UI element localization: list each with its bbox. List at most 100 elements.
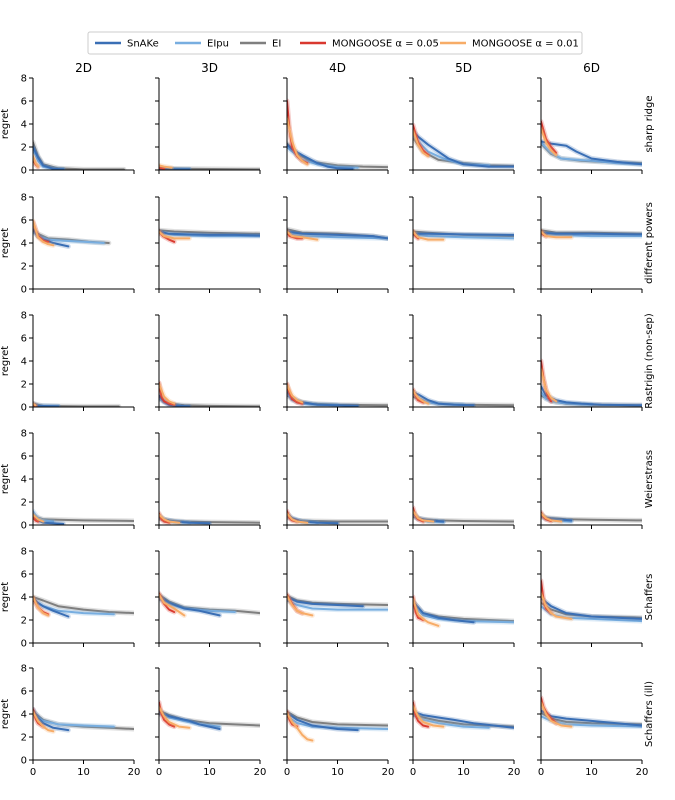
panel-2-2 [283,314,389,411]
series-line-snake [413,129,514,168]
row-title: Schaffers (ill) [644,681,655,747]
y-axis-label: regret [0,699,11,729]
series-line-m01 [413,129,430,158]
series-line-eipu [287,231,388,240]
series-line-snake [541,140,642,166]
panel-series [33,139,127,170]
series-line-m01 [33,155,39,168]
series-line-m01 [413,705,445,728]
y-tick-label: 2 [21,262,27,273]
panel-0-1 [155,77,261,174]
x-tick-label: 10 [331,767,344,778]
x-tick-label: 20 [128,767,141,778]
panel-series [287,98,388,170]
series-line-snake [33,146,65,170]
series-line-m01 [541,512,563,523]
series-line-snake [33,708,70,732]
panel-3-0: 0 2 4 6 8 [21,429,135,532]
y-tick-label: 0 [21,166,27,177]
series-line-eipu [541,715,642,728]
row-title: different powers [644,202,655,284]
y-tick-label: 6 [21,216,27,227]
series-line-snake [287,230,388,240]
panel-3-2 [283,432,389,529]
panel-4-4 [537,550,643,647]
series-line-snake [287,596,364,608]
x-tick-label: 20 [508,767,521,778]
panel-series [287,226,388,243]
y-axis-label: regret [0,228,11,258]
series-line-snake [541,385,642,407]
x-tick-label: 0 [284,767,290,778]
series-line-ei [33,402,120,407]
y-tick-label: 4 [21,710,27,721]
series-line-m01 [413,389,430,405]
panel-5-2: 0 10 20 [283,667,394,778]
series-line-m05 [541,120,558,154]
panel-series [33,401,122,407]
series-line-eipu [287,146,359,169]
legend-label-m05: MONGOOSE α = 0.05 [332,39,439,50]
y-tick-label: 0 [21,403,27,414]
series-line-m01 [287,512,309,524]
series-line-eipu [541,141,642,166]
series-line-m01 [541,230,573,239]
y-tick-label: 8 [21,664,27,675]
row-title: Schaffers [644,574,655,621]
y-axis-label: regret [0,109,11,139]
row-title: Rastrigin (non-sep) [644,313,655,409]
y-tick-label: 6 [21,570,27,581]
series-line-m01 [33,596,50,617]
panel-4-2 [283,550,389,647]
x-tick-label: 20 [254,767,267,778]
series-line-snake [159,230,260,237]
y-tick-label: 8 [21,193,27,204]
panel-4-3 [409,550,515,647]
panel-series [413,229,514,243]
panel-0-3 [409,77,515,174]
y-tick-label: 8 [21,547,27,558]
x-tick-label: 0 [156,767,162,778]
series-line-snake [413,600,475,624]
series-line-m01 [159,383,176,405]
series-line-eipu [413,604,514,624]
column-title: 5D [455,61,472,75]
panel-series [413,122,514,170]
series-line-m01 [287,711,314,742]
panel-series [541,119,642,167]
panel-series [159,380,260,407]
y-tick-label: 4 [21,593,27,604]
x-tick-label: 0 [538,767,544,778]
legend-label-m01: MONGOOSE α = 0.01 [472,39,579,50]
panel-1-0: 0 2 4 6 8 [21,193,135,296]
series-line-m05 [159,166,166,170]
y-tick-label: 0 [21,756,27,767]
series-line-eipu [413,233,514,240]
series-line-snake [33,597,70,618]
series-line-m01 [413,230,445,241]
series-line-ei [33,596,134,615]
y-tick-label: 2 [21,733,27,744]
panel-2-1 [155,314,261,411]
panel-series [33,706,134,734]
series-line-m01 [287,117,309,166]
panel-series [159,227,260,245]
series-line-m01 [33,710,55,733]
panel-series [287,508,388,525]
series-line-m01 [159,513,181,524]
panel-5-1: 0 10 20 [155,667,267,778]
panel-1-2 [283,196,389,293]
panel-4-0: 0 2 4 6 8 [21,547,135,650]
legend-label-ei: EI [272,39,281,50]
panel-5-0: 0 10 20 0 2 4 6 8 [21,664,141,779]
panel-series [413,387,514,407]
series-line-eipu [287,599,388,611]
column-title: 2D [75,61,92,75]
y-tick-label: 2 [21,616,27,627]
row-title: Weierstrass [644,450,655,508]
series-line-ei [159,229,260,235]
y-tick-label: 8 [21,311,27,322]
panel-3-3 [409,432,515,529]
y-tick-label: 8 [21,429,27,440]
panel-2-0: 0 2 4 6 8 [21,311,135,414]
